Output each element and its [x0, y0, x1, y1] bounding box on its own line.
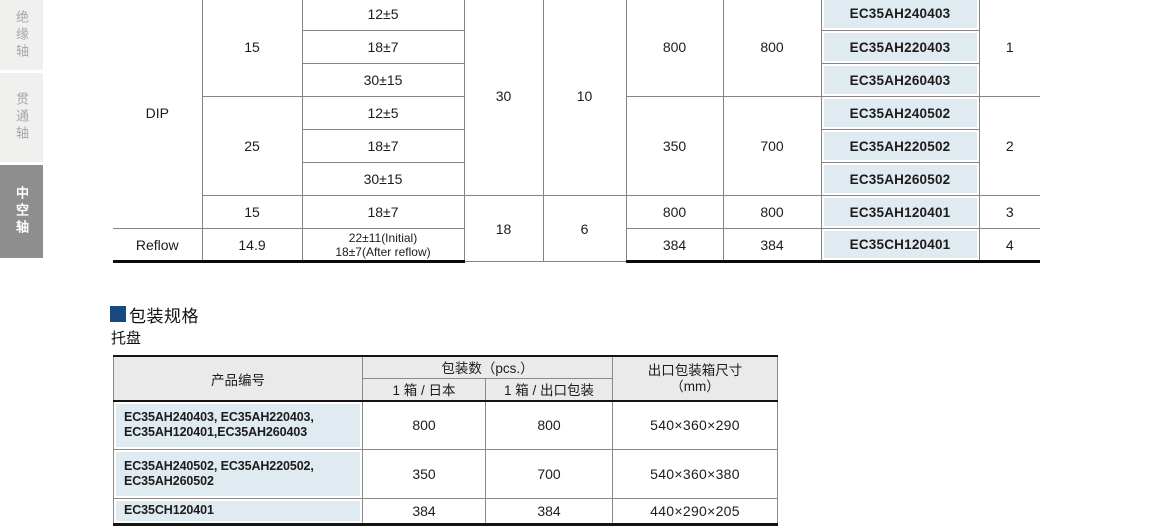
torque-cell: 18±7: [301, 30, 465, 64]
product-numbers-line2: EC35AH260502: [124, 473, 214, 488]
box-size-cell: 540×360×380: [612, 448, 778, 499]
export-box-size-header-line2: （mm）: [670, 378, 720, 394]
qty-japan-cell: 800: [362, 400, 486, 450]
torque-cell: 18±7: [301, 129, 465, 163]
packaging-table-row: EC35AH240403, EC35AH220403, EC35AH120401…: [113, 400, 778, 450]
torque-reflow-line1: 22±11(Initial): [348, 230, 418, 245]
sidebar-tab-label: 绝缘轴: [14, 9, 29, 61]
box-size-cell: 440×290×205: [612, 497, 778, 525]
packaging-qty-header: 包装数（pcs.）: [362, 355, 613, 379]
packaging-table-row: EC35AH240502, EC35AH220502, EC35AH260502…: [113, 448, 778, 499]
product-numbers-cell: EC35AH240502, EC35AH220502, EC35AH260502: [113, 448, 363, 499]
qty-japan-cell: 384: [625, 228, 724, 263]
qty-export-cell: 384: [722, 228, 822, 263]
qty-export-cell: 384: [485, 497, 613, 525]
section-marker-square-icon: [110, 306, 126, 322]
part-number-cell: EC35AH220502: [820, 129, 980, 163]
packaging-section-heading: 包装规格: [110, 304, 199, 326]
qty-export-cell: 700: [485, 448, 613, 499]
qty-japan-cell: 384: [362, 497, 486, 525]
part-number-cell: EC35AH220403: [820, 30, 980, 64]
mounting-reflow-cell: Reflow: [113, 228, 203, 263]
qty-japan-cell: 800: [625, 195, 724, 229]
qty-japan-cell: 350: [625, 96, 724, 196]
box-size-cell: 540×360×290: [612, 400, 778, 450]
part-number-cell: EC35AH120401: [820, 195, 980, 229]
product-number-header: 产品编号: [113, 355, 363, 402]
mounting-dip-cell: DIP: [113, 0, 203, 229]
sidebar-tab-label: 中空轴: [14, 186, 29, 237]
product-numbers-line1: EC35CH120401: [124, 503, 214, 517]
export-box-size-header-line1: 出口包装箱尺寸: [647, 362, 743, 378]
sidebar-tab-through-shaft[interactable]: 贯通轴: [0, 73, 43, 162]
part-number-cell: EC35AH240403: [820, 0, 980, 31]
group-number-cell: 1: [978, 0, 1040, 97]
torque-reflow-line2: 18±7(After reflow): [335, 244, 431, 259]
spec-value-cell: 10: [542, 0, 627, 196]
shaft-length-cell: 15: [201, 0, 303, 97]
section-title: 包装规格: [129, 306, 199, 326]
qty-japan-cell: 350: [362, 448, 486, 499]
spec-value-cell: 6: [542, 195, 627, 262]
torque-cell: 12±5: [301, 0, 465, 31]
spec-value-cell: 30: [463, 0, 544, 196]
product-numbers-line1: EC35AH240502, EC35AH220502,: [124, 458, 314, 473]
shaft-length-cell: 25: [201, 96, 303, 196]
shaft-length-cell: 15: [201, 195, 303, 229]
torque-reflow-cell: 22±11(Initial) 18±7(After reflow): [301, 228, 465, 263]
qty-japan-cell: 800: [625, 0, 724, 97]
group-number-cell: 4: [978, 228, 1040, 263]
torque-cell: 12±5: [301, 96, 465, 130]
sidebar-tab-insulated-shaft[interactable]: 绝缘轴: [0, 0, 43, 70]
export-box-size-header: 出口包装箱尺寸 （mm）: [612, 355, 778, 402]
product-numbers-line2: EC35AH120401,EC35AH260403: [124, 425, 308, 440]
qty-japan-header: 1 箱 / 日本: [362, 377, 486, 402]
part-number-cell: EC35CH120401: [820, 228, 980, 263]
packaging-table-row: EC35CH120401 384 384 440×290×205: [113, 497, 778, 525]
torque-cell: 30±15: [301, 162, 465, 196]
product-numbers-cell: EC35AH240403, EC35AH220403, EC35AH120401…: [113, 400, 363, 450]
spec-table: DIP 15 12±5 30 10 800 800 EC35AH240403 1…: [113, 0, 1040, 263]
qty-export-cell: 800: [722, 195, 822, 229]
sidebar-tab-label: 贯通轴: [14, 92, 29, 143]
qty-export-cell: 800: [722, 0, 822, 97]
shaft-length-cell: 14.9: [201, 228, 303, 263]
product-numbers-line1: EC35AH240403, EC35AH220403,: [124, 410, 314, 425]
part-number-cell: EC35AH240502: [820, 96, 980, 130]
spec-value-cell: 18: [463, 195, 544, 262]
torque-cell: 30±15: [301, 63, 465, 97]
part-number-cell: EC35AH260502: [820, 162, 980, 196]
part-number-cell: EC35AH260403: [820, 63, 980, 97]
qty-export-cell: 700: [722, 96, 822, 196]
packaging-table: 产品编号 包装数（pcs.） 出口包装箱尺寸 （mm） 1 箱 / 日本 1 箱…: [113, 355, 778, 526]
tray-subsection-title: 托盘: [111, 330, 142, 347]
group-number-cell: 2: [978, 96, 1040, 196]
sidebar-tab-hollow-shaft[interactable]: 中空轴: [0, 165, 43, 258]
torque-cell: 18±7: [301, 195, 465, 229]
group-number-cell: 3: [978, 195, 1040, 229]
qty-export-cell: 800: [485, 400, 613, 450]
product-numbers-cell: EC35CH120401: [113, 497, 363, 525]
qty-export-header: 1 箱 / 出口包装: [485, 377, 613, 402]
